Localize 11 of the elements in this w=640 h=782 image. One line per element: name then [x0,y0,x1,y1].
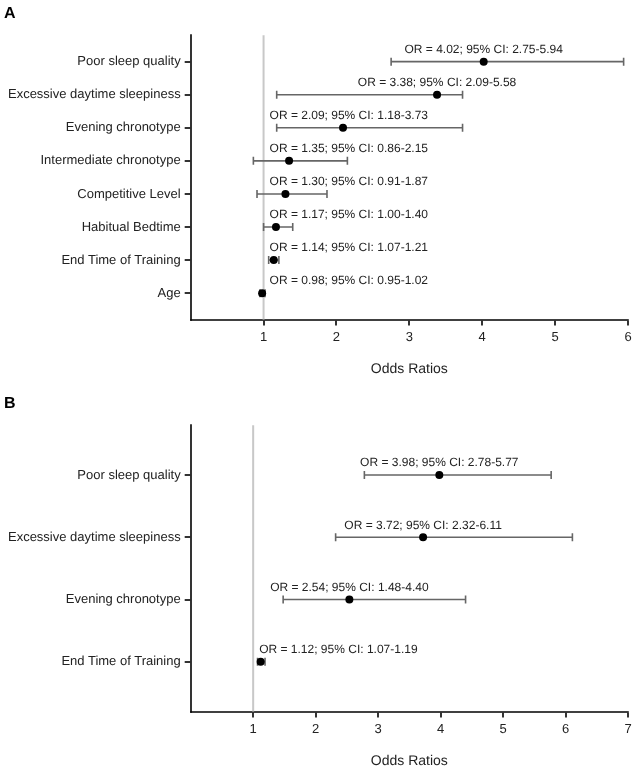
point [419,533,428,542]
point [285,156,294,165]
point [281,189,290,198]
point [339,123,348,132]
text: B [4,394,16,413]
point [433,90,442,99]
point [271,223,280,232]
point [435,471,444,480]
point [345,595,354,604]
point [479,57,488,66]
text: A [4,4,16,23]
